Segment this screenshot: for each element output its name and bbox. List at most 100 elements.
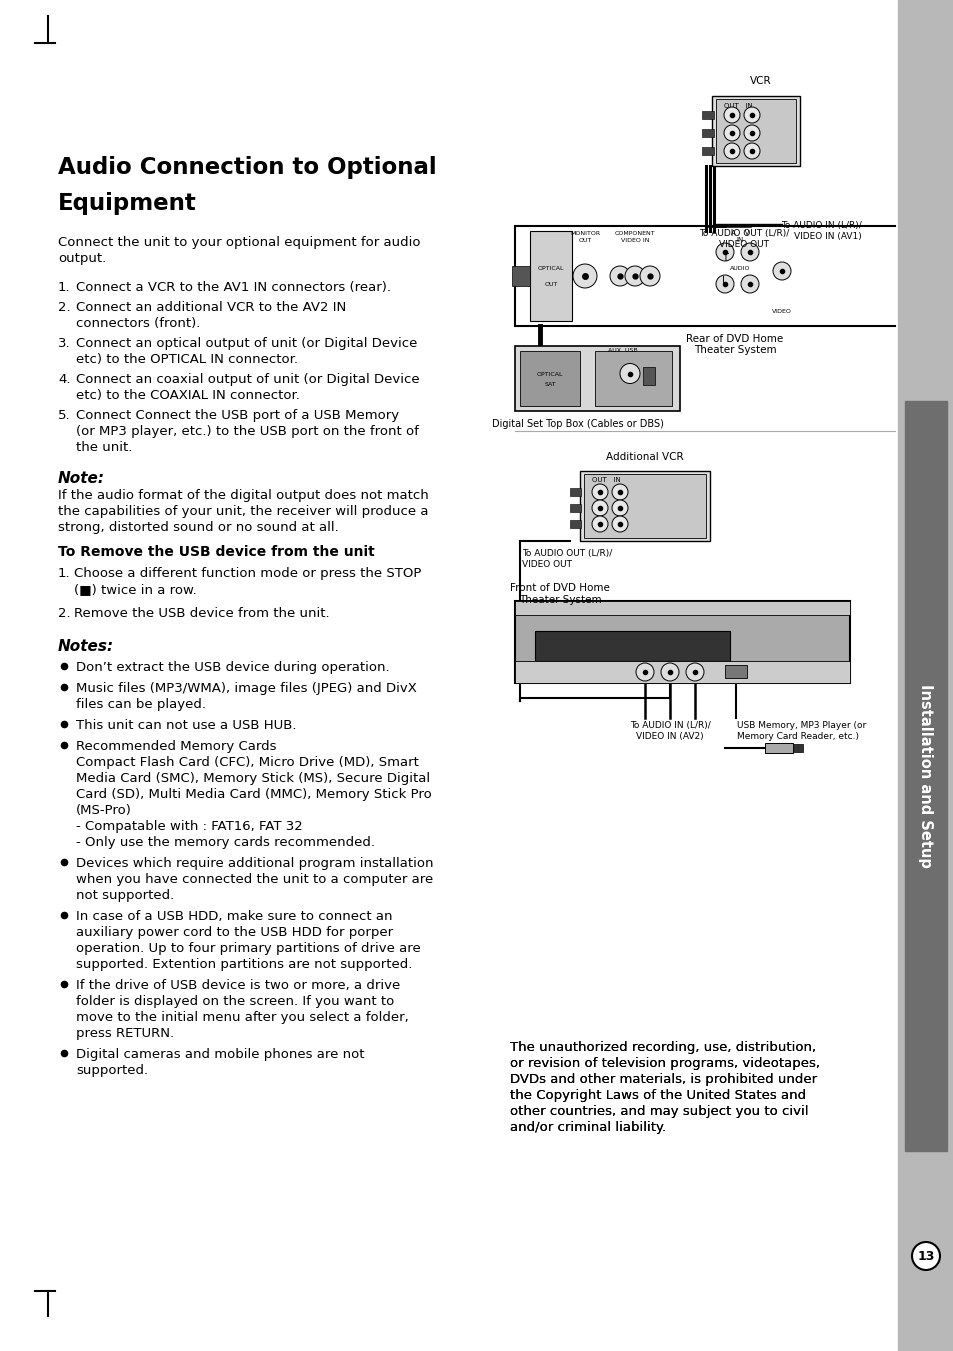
Text: OUT: OUT <box>578 238 591 243</box>
Text: supported.: supported. <box>76 1065 148 1077</box>
Text: the Copyright Laws of the United States and: the Copyright Laws of the United States … <box>510 1089 805 1102</box>
Circle shape <box>636 663 654 681</box>
Text: Theater System: Theater System <box>518 594 600 605</box>
Bar <box>530 231 572 322</box>
Text: files can be played.: files can be played. <box>76 698 206 711</box>
Bar <box>579 471 709 540</box>
Circle shape <box>716 276 733 293</box>
Text: the capabilities of your unit, the receiver will produce a: the capabilities of your unit, the recei… <box>58 505 428 517</box>
Bar <box>764 743 792 753</box>
Text: DVDs and other materials, is prohibited under: DVDs and other materials, is prohibited … <box>510 1073 817 1086</box>
Text: supported. Extention partitions are not supported.: supported. Extention partitions are not … <box>76 958 412 971</box>
Text: DVDs and other materials, is prohibited under: DVDs and other materials, is prohibited … <box>510 1073 817 1086</box>
Text: VIDEO IN (AV1): VIDEO IN (AV1) <box>794 232 862 240</box>
Circle shape <box>612 516 627 532</box>
Bar <box>515 601 849 615</box>
Circle shape <box>716 243 733 261</box>
Circle shape <box>743 126 760 141</box>
Text: Note:: Note: <box>58 471 105 486</box>
Text: Compact Flash Card (CFC), Micro Drive (MD), Smart: Compact Flash Card (CFC), Micro Drive (M… <box>76 757 418 769</box>
Bar <box>519 351 579 407</box>
Circle shape <box>573 263 597 288</box>
Text: (MS-Pro): (MS-Pro) <box>76 804 132 817</box>
Text: Installation and Setup: Installation and Setup <box>918 684 933 867</box>
Text: connectors (front).: connectors (front). <box>76 317 200 330</box>
Circle shape <box>592 516 607 532</box>
Text: strong, distorted sound or no sound at all.: strong, distorted sound or no sound at a… <box>58 521 338 534</box>
Text: Card (SD), Multi Media Card (MMC), Memory Stick Pro: Card (SD), Multi Media Card (MMC), Memor… <box>76 788 432 801</box>
Text: 1.: 1. <box>58 281 71 295</box>
Text: Additional VCR: Additional VCR <box>605 453 683 462</box>
Bar <box>569 520 580 528</box>
Bar <box>642 366 655 385</box>
Circle shape <box>740 243 759 261</box>
Text: other countries, and may subject you to civil: other countries, and may subject you to … <box>510 1105 807 1119</box>
Text: 4.: 4. <box>58 373 71 386</box>
Circle shape <box>639 266 659 286</box>
Text: This unit can not use a USB HUB.: This unit can not use a USB HUB. <box>76 719 296 732</box>
Circle shape <box>740 276 759 293</box>
Text: and/or criminal liability.: and/or criminal liability. <box>510 1121 665 1133</box>
Text: Music files (MP3/WMA), image files (JPEG) and DivX: Music files (MP3/WMA), image files (JPEG… <box>76 682 416 694</box>
Circle shape <box>660 663 679 681</box>
Bar <box>595 351 671 407</box>
Text: COMPONENT: COMPONENT <box>614 231 655 236</box>
Text: 13: 13 <box>917 1250 934 1262</box>
Bar <box>897 0 953 1351</box>
Circle shape <box>743 143 760 159</box>
Text: Connect an coaxial output of unit (or Digital Device: Connect an coaxial output of unit (or Di… <box>76 373 419 386</box>
Text: VIDEO OUT: VIDEO OUT <box>521 561 572 569</box>
Text: Connect a VCR to the AV1 IN connectors (rear).: Connect a VCR to the AV1 IN connectors (… <box>76 281 391 295</box>
Text: not supported.: not supported. <box>76 889 174 902</box>
Bar <box>701 128 713 136</box>
Text: OPTICAL: OPTICAL <box>537 372 562 377</box>
Text: To AUDIO IN (L/R)/: To AUDIO IN (L/R)/ <box>781 222 862 230</box>
Circle shape <box>624 266 644 286</box>
Text: MONITOR: MONITOR <box>569 231 599 236</box>
Text: the Copyright Laws of the United States and: the Copyright Laws of the United States … <box>510 1089 805 1102</box>
Text: Connect the unit to your optional equipment for audio: Connect the unit to your optional equipm… <box>58 236 420 249</box>
Bar <box>535 631 729 661</box>
Text: - Only use the memory cards recommended.: - Only use the memory cards recommended. <box>76 836 375 848</box>
Text: output.: output. <box>58 253 106 265</box>
Text: 1.: 1. <box>58 567 71 580</box>
Text: or revision of television programs, videotapes,: or revision of television programs, vide… <box>510 1056 820 1070</box>
Bar <box>569 488 580 496</box>
Text: VIDEO OUT: VIDEO OUT <box>719 240 768 249</box>
Bar <box>701 111 713 119</box>
Text: OPTICAL: OPTICAL <box>537 266 563 270</box>
Text: etc) to the COAXIAL IN connector.: etc) to the COAXIAL IN connector. <box>76 389 299 403</box>
Bar <box>515 601 849 684</box>
Text: when you have connected the unit to a computer are: when you have connected the unit to a co… <box>76 873 433 886</box>
Text: Recommended Memory Cards: Recommended Memory Cards <box>76 740 276 753</box>
Text: Media Card (SMC), Memory Stick (MS), Secure Digital: Media Card (SMC), Memory Stick (MS), Sec… <box>76 771 430 785</box>
Text: folder is displayed on the screen. If you want to: folder is displayed on the screen. If yo… <box>76 994 394 1008</box>
Text: or revision of television programs, videotapes,: or revision of television programs, vide… <box>510 1056 820 1070</box>
Bar <box>724 665 746 678</box>
Circle shape <box>609 266 629 286</box>
Bar <box>711 96 800 166</box>
Text: If the drive of USB device is two or more, a drive: If the drive of USB device is two or mor… <box>76 979 400 992</box>
Text: (■) twice in a row.: (■) twice in a row. <box>74 584 196 596</box>
Text: and/or criminal liability.: and/or criminal liability. <box>510 1121 665 1133</box>
Text: SAT: SAT <box>543 382 556 386</box>
Text: other countries, and may subject you to civil: other countries, and may subject you to … <box>510 1105 807 1119</box>
Text: IN: IN <box>736 236 742 243</box>
Text: Connect Connect the USB port of a USB Memory: Connect Connect the USB port of a USB Me… <box>76 409 398 422</box>
Text: To AUDIO IN (L/R)/: To AUDIO IN (L/R)/ <box>629 721 710 730</box>
Text: In case of a USB HDD, make sure to connect an: In case of a USB HDD, make sure to conne… <box>76 911 392 923</box>
Circle shape <box>723 126 740 141</box>
Text: OUT   IN: OUT IN <box>592 477 620 484</box>
Text: The unauthorized recording, use, distribution,: The unauthorized recording, use, distrib… <box>510 1042 815 1054</box>
Text: Remove the USB device from the unit.: Remove the USB device from the unit. <box>74 607 330 620</box>
Text: Digital cameras and mobile phones are not: Digital cameras and mobile phones are no… <box>76 1048 364 1061</box>
Text: AUDIO: AUDIO <box>729 266 749 270</box>
Text: Notes:: Notes: <box>58 639 114 654</box>
Text: T: T <box>721 253 727 263</box>
Text: L: L <box>721 276 727 286</box>
Text: Rear of DVD Home: Rear of DVD Home <box>685 334 782 345</box>
Text: Devices which require additional program installation: Devices which require additional program… <box>76 857 433 870</box>
Text: OUT: OUT <box>544 281 558 286</box>
Bar <box>512 266 530 286</box>
Text: 2.: 2. <box>58 607 71 620</box>
